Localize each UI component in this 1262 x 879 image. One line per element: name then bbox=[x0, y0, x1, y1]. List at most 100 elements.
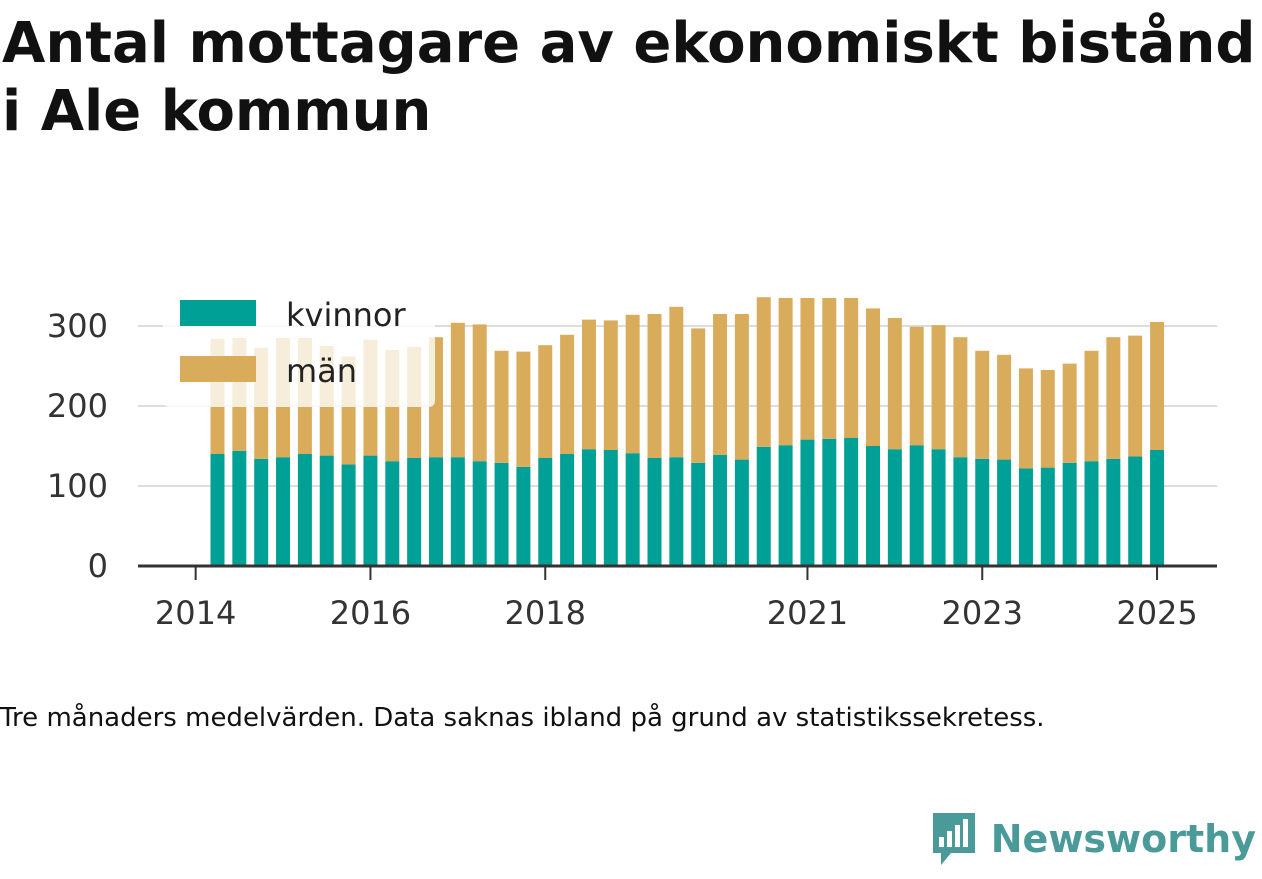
bar-kvinnor bbox=[734, 459, 749, 566]
bar-kvinnor bbox=[1128, 456, 1143, 566]
y-tick-label: 200 bbox=[47, 387, 108, 425]
bar-man bbox=[713, 314, 728, 455]
x-tick-label: 2023 bbox=[942, 594, 1023, 632]
bar-kvinnor bbox=[319, 455, 334, 566]
bar-man bbox=[538, 345, 553, 458]
x-tick-label: 2016 bbox=[330, 594, 411, 632]
bar-kvinnor bbox=[341, 464, 356, 566]
bar-kvinnor bbox=[494, 462, 509, 566]
bar-man bbox=[931, 325, 946, 450]
bar-man bbox=[581, 319, 596, 450]
bar-kvinnor bbox=[407, 458, 422, 566]
bar-kvinnor bbox=[997, 459, 1012, 566]
legend-label: män bbox=[286, 352, 357, 390]
legend-swatch bbox=[180, 300, 256, 326]
bar-kvinnor bbox=[254, 458, 269, 566]
bar-kvinnor bbox=[1018, 468, 1033, 566]
bar-man bbox=[472, 324, 487, 462]
bar-kvinnor bbox=[800, 439, 815, 566]
bar-kvinnor bbox=[866, 446, 880, 566]
x-tick-label: 2025 bbox=[1116, 594, 1197, 632]
x-tick-label: 2021 bbox=[767, 594, 848, 632]
bar-man bbox=[669, 306, 684, 458]
bar-kvinnor bbox=[560, 454, 575, 566]
bar-man bbox=[887, 318, 902, 450]
bar-kvinnor bbox=[778, 445, 793, 566]
bar-kvinnor bbox=[756, 446, 771, 566]
y-tick-label: 300 bbox=[47, 307, 108, 345]
bar-kvinnor bbox=[909, 445, 924, 566]
bar-kvinnor bbox=[887, 449, 902, 566]
bars bbox=[210, 297, 1165, 566]
bar-man bbox=[844, 298, 859, 438]
axes: 0 100 200 300 2014 2016 2018 2021 2023 2025 bbox=[47, 307, 1217, 632]
bar-man bbox=[647, 314, 662, 458]
bar-man bbox=[822, 298, 837, 439]
bar-kvinnor bbox=[625, 453, 640, 566]
bar-man bbox=[1018, 368, 1033, 469]
bar-man bbox=[778, 298, 793, 446]
bar-man bbox=[734, 314, 749, 460]
legend: kvinnor män bbox=[163, 285, 435, 407]
y-tick-label: 0 bbox=[88, 547, 108, 585]
bar-kvinnor bbox=[691, 462, 706, 566]
bar-man bbox=[909, 326, 924, 446]
bar-man bbox=[691, 328, 706, 463]
brand-logo: Newsworthy bbox=[929, 809, 1256, 869]
legend-label: kvinnor bbox=[286, 296, 407, 334]
bar-kvinnor bbox=[931, 449, 946, 566]
bar-kvinnor bbox=[538, 458, 553, 566]
bar-kvinnor bbox=[647, 458, 662, 566]
brand-name: Newsworthy bbox=[990, 817, 1256, 861]
legend-swatch bbox=[180, 356, 256, 382]
bar-man bbox=[625, 314, 640, 454]
x-tick-label: 2018 bbox=[505, 594, 586, 632]
y-tick-label: 100 bbox=[47, 467, 108, 505]
bar-kvinnor bbox=[1062, 462, 1077, 566]
bar-kvinnor bbox=[210, 454, 225, 566]
bar-man bbox=[1106, 337, 1121, 459]
bar-kvinnor bbox=[581, 449, 596, 566]
chart-title: Antal mottagare av ekonomiskt bistånd i … bbox=[2, 11, 1256, 144]
bar-kvinnor bbox=[713, 454, 728, 566]
bar-man bbox=[1150, 322, 1165, 450]
bar-man bbox=[975, 350, 990, 459]
bar-man bbox=[1040, 370, 1055, 468]
bar-kvinnor bbox=[385, 461, 400, 566]
bar-kvinnor bbox=[516, 466, 531, 566]
bar-man bbox=[1084, 350, 1099, 462]
bar-man bbox=[1128, 335, 1143, 457]
stacked-bar-chart: 0 100 200 300 2014 2016 2018 2021 2023 2025 kvinn… bbox=[46, 285, 1217, 632]
bar-kvinnor bbox=[1084, 461, 1099, 566]
bar-man bbox=[997, 354, 1012, 460]
bar-man bbox=[1062, 363, 1077, 463]
chart-caption: Tre månaders medelvärden. Data saknas ib… bbox=[0, 703, 1045, 733]
bar-man bbox=[800, 298, 815, 440]
bar-kvinnor bbox=[472, 461, 487, 566]
bar-kvinnor bbox=[603, 450, 618, 566]
bar-kvinnor bbox=[975, 458, 990, 566]
bar-kvinnor bbox=[953, 457, 968, 566]
bar-kvinnor bbox=[669, 457, 684, 566]
bar-kvinnor bbox=[844, 438, 859, 566]
bar-man bbox=[866, 308, 880, 446]
bar-kvinnor bbox=[363, 455, 378, 566]
bar-man bbox=[450, 322, 465, 458]
x-tick-label: 2014 bbox=[155, 594, 236, 632]
bar-man bbox=[560, 334, 575, 454]
bar-kvinnor bbox=[1106, 458, 1121, 566]
bar-kvinnor bbox=[429, 457, 443, 566]
bar-kvinnor bbox=[822, 438, 837, 566]
newsworthy-logo-icon bbox=[932, 813, 975, 865]
bar-man bbox=[516, 351, 531, 467]
bar-kvinnor bbox=[276, 457, 291, 566]
bar-kvinnor bbox=[450, 457, 465, 566]
bar-man bbox=[953, 337, 968, 458]
bar-man bbox=[603, 320, 618, 450]
bar-kvinnor bbox=[297, 454, 312, 566]
bar-kvinnor bbox=[232, 450, 247, 566]
bar-kvinnor bbox=[1040, 467, 1055, 566]
bar-man bbox=[756, 297, 771, 447]
bar-man bbox=[494, 350, 509, 463]
bar-kvinnor bbox=[1150, 450, 1165, 566]
